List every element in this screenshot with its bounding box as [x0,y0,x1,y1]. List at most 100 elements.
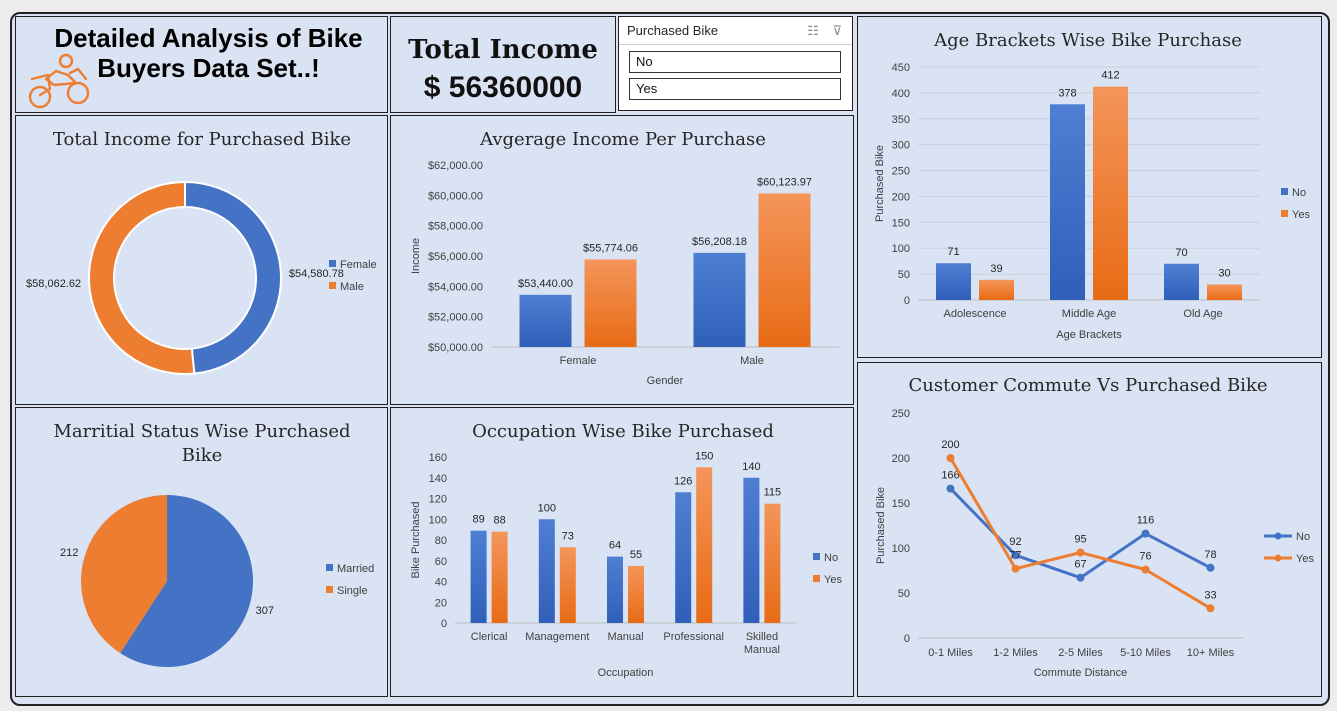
bar-data-label: 115 [764,487,782,499]
occupation-chart: Occupation Wise Bike Purchased 0 20 40 60 80 1… [410,421,842,679]
x-tick-label: Female [560,355,597,367]
data-point [1206,604,1215,613]
slicer-option-no[interactable]: No [629,51,841,73]
bar-data-label: 378 [1058,87,1076,99]
data-point [1011,551,1020,560]
y-tick-label: $62,000.00 [428,160,483,172]
y-tick-label: 80 [435,535,447,547]
purchased-bike-slicer: Purchased Bike ☷ ⊽ No Yes [618,16,853,111]
y-tick-label: 0 [904,295,910,307]
bar-data-label: 64 [609,540,621,552]
point-data-label: 33 [1204,589,1216,601]
x-tick-label: Professional [663,631,724,643]
legend-label: Single [337,585,368,597]
y-tick-label: 200 [892,191,910,203]
y-tick-label: 100 [892,543,910,555]
bar-data-label: 88 [493,515,505,527]
y-tick-label: 250 [892,166,910,178]
bar [519,294,572,347]
point-data-label: 67 [1074,559,1086,571]
bar [491,531,508,623]
y-tick-label: 450 [892,62,910,74]
legend-swatch [813,553,820,560]
bar [1050,104,1085,300]
bar [628,565,644,623]
chart-title: Total Income for Purchased Bike [53,129,351,150]
legend-swatch [329,260,336,267]
y-tick-label: $52,000.00 [428,312,483,324]
y-tick-label: 20 [435,597,447,609]
bar-data-label: 39 [990,263,1002,275]
bar [764,503,781,623]
slicer-option-yes[interactable]: Yes [629,78,841,100]
bar [538,519,555,623]
y-tick-label: 140 [429,473,447,485]
point-data-label: 166 [941,470,959,482]
legend-label: Male [340,281,364,293]
x-tick-label: Manual [607,631,643,643]
point-data-label: 200 [941,439,959,451]
y-axis-title: Income [410,238,422,274]
legend-label: No [1296,531,1310,543]
commute-chart: Customer Commute Vs Purchased Bike 0 50 100… [875,375,1314,679]
title-panel: Detailed Analysis of Bike Buyers Data Se… [15,16,388,113]
x-axis-title: Gender [647,375,684,387]
data-point [1141,529,1150,538]
bar-data-label: 140 [742,461,760,473]
y-tick-label: 60 [435,556,447,568]
clear-filter-icon[interactable]: ⊽ [832,23,842,38]
bar-data-label: 412 [1101,70,1119,82]
x-tick-label: Skilled [746,631,778,643]
chart-title: Occupation Wise Bike Purchased [472,421,774,442]
point-data-label: 78 [1204,549,1216,561]
point-data-label: 116 [1137,515,1155,527]
bar [675,492,692,623]
legend-swatch [326,564,333,571]
x-tick-label: 1-2 Miles [993,647,1038,659]
legend-marker [1274,532,1282,540]
data-point [946,454,955,462]
bar-data-label: 150 [695,450,713,462]
chart-title: Age Brackets Wise Bike Purchase [933,30,1242,51]
bar [584,259,637,347]
slice-data-label: 212 [60,547,78,559]
chart-title: Customer Commute Vs Purchased Bike [908,375,1267,396]
y-tick-label: 150 [892,498,910,510]
point-data-label: 77 [1009,550,1021,562]
bar [1164,263,1199,300]
y-tick-label: 0 [441,618,447,630]
y-tick-label: 0 [904,633,910,645]
x-tick-label: 10+ Miles [1187,647,1235,659]
donut-slice [184,180,282,375]
x-tick-label: 5-10 Miles [1120,647,1171,659]
dashboard-title: Detailed Analysis of Bike Buyers Data Se… [54,23,363,83]
y-tick-label: 120 [429,494,447,506]
age-brackets-panel: Age Brackets Wise Bike Purchase 0 50 100 150… [857,16,1322,358]
legend-label: Female [340,259,377,271]
bar [559,547,576,623]
bar [758,193,811,347]
bar-data-label: $56,208.18 [692,236,747,248]
legend-label: Yes [1296,553,1314,565]
legend-label: Yes [824,574,842,586]
bar-data-label: 30 [1218,267,1230,279]
bar [470,530,487,623]
legend-label: Yes [1292,209,1310,221]
x-tick-label: Middle Age [1062,308,1116,320]
y-tick-label: $54,000.00 [428,281,483,293]
pie-slice [120,495,253,667]
data-point [1206,563,1215,572]
y-axis-title: Bike Purchased [410,501,422,578]
bar-data-label: 100 [538,502,556,514]
x-tick-label: Old Age [1183,308,1222,320]
y-tick-label: $60,000.00 [428,190,483,202]
legend-swatch [1281,188,1288,195]
multi-select-icon[interactable]: ☷ [807,23,819,38]
bar [693,252,746,347]
y-tick-label: 350 [892,114,910,126]
y-tick-label: 100 [892,243,910,255]
y-tick-label: $56,000.00 [428,251,483,263]
commute-panel: Customer Commute Vs Purchased Bike 0 50 100… [857,362,1322,697]
income-donut-panel: Total Income for Purchased Bike $54,580.7… [15,115,388,405]
y-tick-label: 40 [435,577,447,589]
